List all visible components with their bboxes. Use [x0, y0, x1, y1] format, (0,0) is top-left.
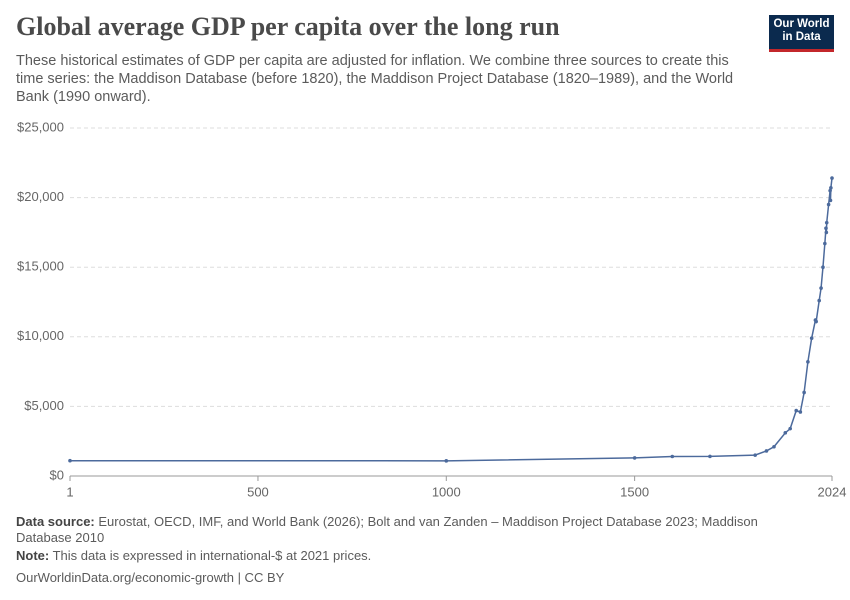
- y-tick-label: $25,000: [17, 119, 64, 134]
- note-text: This data is expressed in international-…: [52, 548, 372, 563]
- y-tick-label: $20,000: [17, 189, 64, 204]
- y-tick-label: $0: [50, 467, 64, 482]
- x-tick-label: 1: [66, 484, 73, 499]
- point: [819, 286, 823, 290]
- point: [830, 176, 834, 180]
- x-tick-label: 1500: [620, 484, 649, 499]
- x-tick-label: 500: [247, 484, 269, 499]
- point: [824, 230, 829, 235]
- point: [824, 220, 829, 225]
- point: [824, 226, 828, 231]
- point: [794, 408, 799, 413]
- point: [772, 444, 776, 449]
- y-tick-label: $5,000: [24, 398, 64, 413]
- point: [817, 298, 821, 303]
- point: [823, 241, 827, 246]
- source: Data source: Eurostat, OECD, IMF, and Wo…: [16, 514, 816, 546]
- point: [670, 454, 675, 459]
- point: [788, 426, 792, 431]
- point: [632, 456, 637, 460]
- point: [783, 431, 788, 435]
- point: [814, 319, 818, 324]
- x-tick-label: 1000: [432, 484, 461, 499]
- point: [829, 186, 833, 190]
- logo[interactable]: Our World in Data: [769, 15, 834, 52]
- point: [444, 459, 449, 463]
- point: [802, 390, 806, 395]
- logo-text: Our World: [773, 18, 830, 30]
- source-text: Eurostat, OECD, IMF, and World Bank (202…: [16, 514, 758, 545]
- point: [821, 265, 825, 270]
- point: [708, 454, 712, 459]
- point: [828, 198, 833, 203]
- url[interactable]: OurWorldinData.org/economic-growth | CC …: [16, 570, 285, 585]
- note-label: Note:: [16, 548, 50, 563]
- source-label: Data source:: [16, 514, 95, 529]
- point: [826, 202, 831, 207]
- y-tick-label: $15,000: [17, 259, 64, 274]
- point: [798, 410, 803, 414]
- point: [806, 360, 810, 364]
- point: [68, 458, 72, 463]
- line: [69, 178, 833, 462]
- note: Note: This data is expressed in internat…: [16, 548, 816, 564]
- point: [828, 188, 832, 193]
- chart-title: Global average GDP per capita over the l…: [16, 12, 560, 41]
- logo-text: in Data: [782, 31, 821, 43]
- point: [753, 453, 757, 457]
- point: [764, 449, 769, 453]
- chart-subtitle: These historical estimates of GDP per ca…: [16, 53, 734, 105]
- x-tick-label: 2024: [818, 484, 847, 499]
- y-tick-label: $10,000: [17, 328, 64, 343]
- point: [809, 336, 814, 340]
